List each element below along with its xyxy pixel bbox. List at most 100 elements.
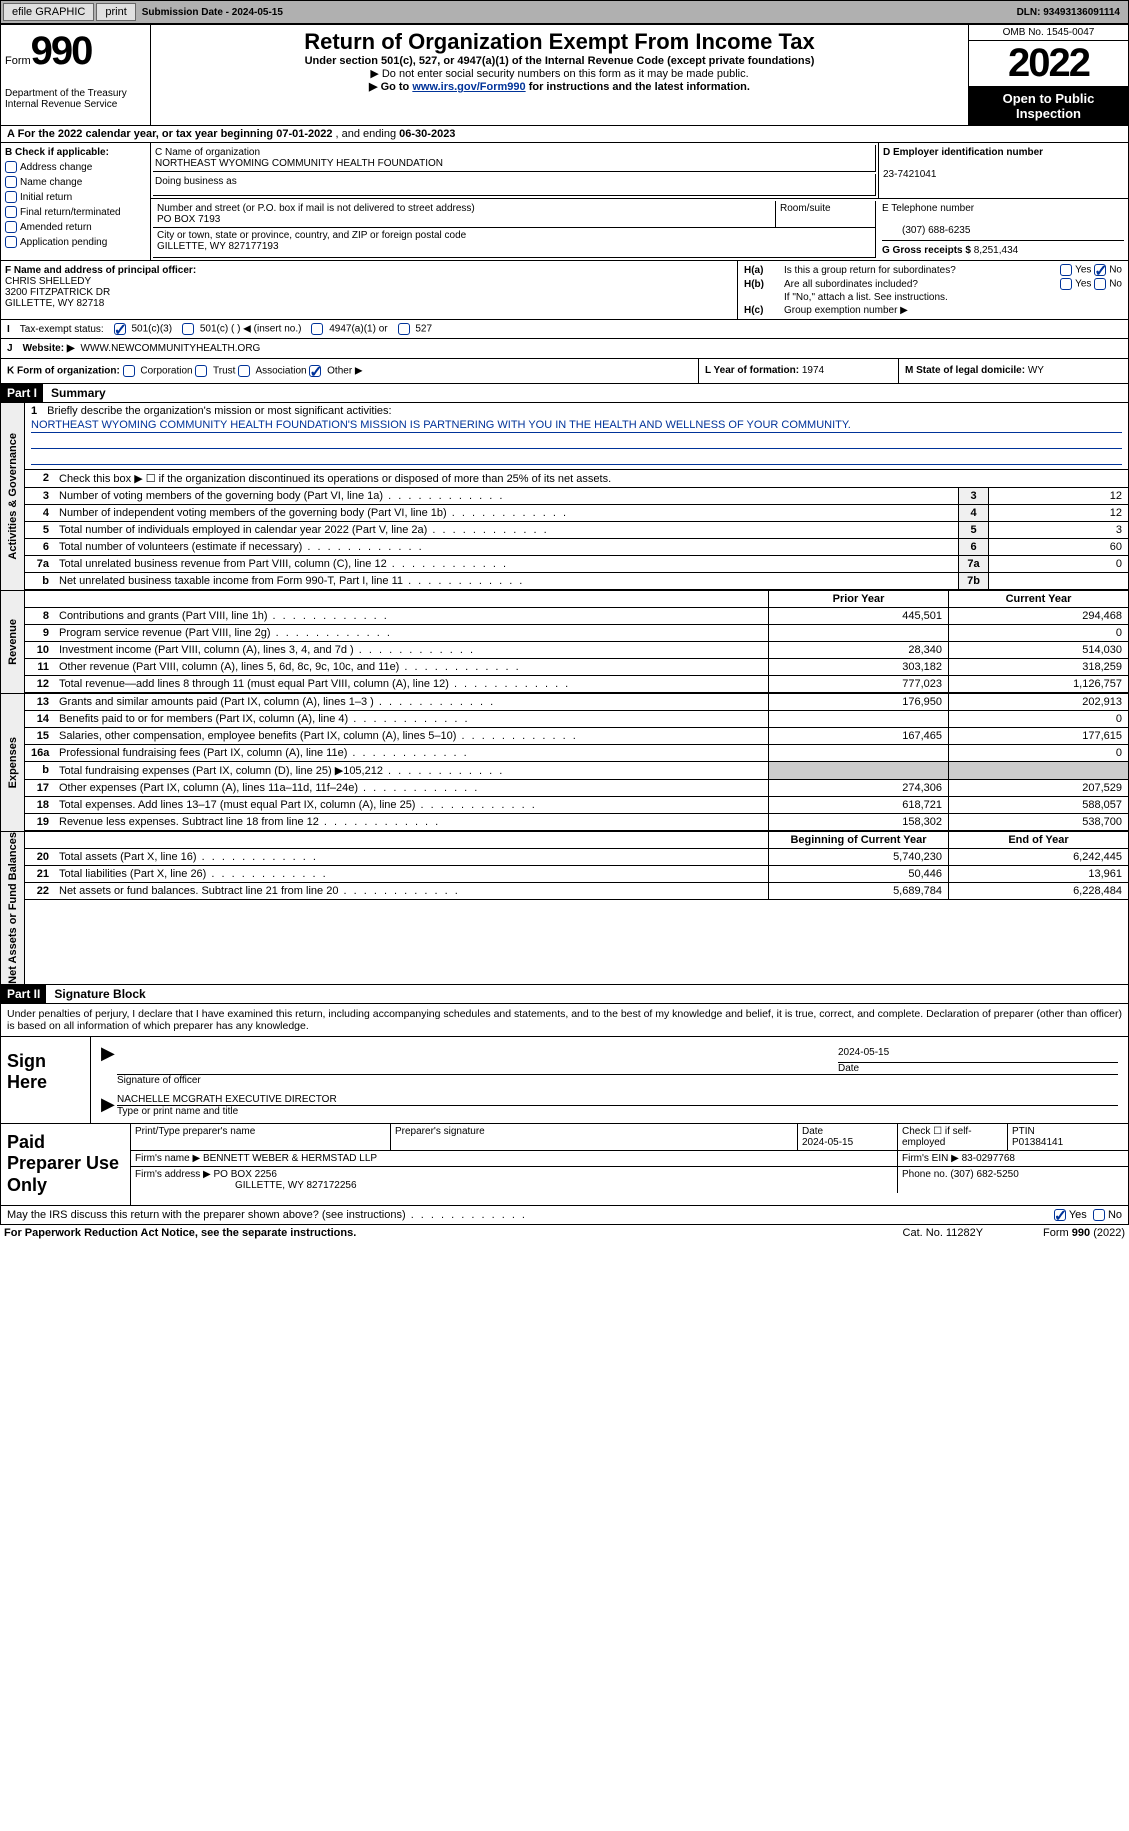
chk-ha-no[interactable] bbox=[1094, 264, 1106, 276]
firm-phone: (307) 682-5250 bbox=[950, 1169, 1018, 1180]
vtab-netassets: Net Assets or Fund Balances bbox=[7, 832, 19, 984]
h-c-label: H(c) bbox=[744, 305, 784, 316]
tel-value: (307) 688-6235 bbox=[902, 225, 970, 236]
chk-501c[interactable] bbox=[182, 323, 194, 335]
h-a-text: Is this a group return for subordinates? bbox=[784, 265, 1060, 276]
vtab-revenue: Revenue bbox=[7, 619, 19, 665]
line-4-desc: Number of independent voting members of … bbox=[55, 505, 958, 521]
table-row: 11Other revenue (Part VIII, column (A), … bbox=[25, 659, 1128, 676]
chk-address-change[interactable] bbox=[5, 161, 17, 173]
line-5-val: 3 bbox=[988, 522, 1128, 538]
activities-governance-section: Activities & Governance 1Briefly describ… bbox=[0, 403, 1129, 591]
sign-date: 2024-05-15 bbox=[838, 1047, 1118, 1063]
officer-signature-line[interactable] bbox=[117, 1047, 838, 1074]
line-7a-val: 0 bbox=[988, 556, 1128, 572]
chk-assoc[interactable] bbox=[238, 365, 250, 377]
revenue-section: Revenue Prior YearCurrent Year 8Contribu… bbox=[0, 591, 1129, 694]
part-ii-header: Part IISignature Block bbox=[0, 985, 1129, 1004]
irs-link[interactable]: www.irs.gov/Form990 bbox=[412, 81, 525, 93]
current-year-header: Current Year bbox=[948, 591, 1128, 607]
firm-addr1: PO BOX 2256 bbox=[214, 1169, 277, 1180]
line-7b-desc: Net unrelated business taxable income fr… bbox=[55, 573, 958, 589]
top-toolbar: efile GRAPHIC print Submission Date - 20… bbox=[0, 0, 1129, 24]
h-b-label: H(b) bbox=[744, 279, 784, 290]
room-label: Room/suite bbox=[780, 203, 831, 214]
city-label: City or town, state or province, country… bbox=[157, 230, 466, 241]
officer-printed-name: NACHELLE MCGRATH EXECUTIVE DIRECTOR bbox=[117, 1094, 1118, 1106]
expenses-section: Expenses 13Grants and similar amounts pa… bbox=[0, 694, 1129, 832]
form-header: Form990 Department of the Treasury Inter… bbox=[0, 24, 1129, 126]
chk-hb-yes[interactable] bbox=[1060, 278, 1072, 290]
org-name: NORTHEAST WYOMING COMMUNITY HEALTH FOUND… bbox=[155, 158, 443, 169]
chk-initial-return[interactable] bbox=[5, 191, 17, 203]
ein-value: 23-7421041 bbox=[883, 169, 936, 180]
form-word: Form bbox=[5, 55, 31, 67]
c-name-label: C Name of organization bbox=[155, 147, 260, 158]
form-title: Return of Organization Exempt From Incom… bbox=[159, 29, 960, 55]
table-row: 17Other expenses (Part IX, column (A), l… bbox=[25, 780, 1128, 797]
website-url: WWW.NEWCOMMUNITYHEALTH.ORG bbox=[81, 343, 261, 354]
prep-date: 2024-05-15 bbox=[802, 1137, 853, 1148]
h-a-label: H(a) bbox=[744, 265, 784, 276]
gross-label: G Gross receipts $ bbox=[882, 245, 974, 256]
chk-501c3[interactable] bbox=[114, 323, 126, 335]
chk-final-return[interactable] bbox=[5, 206, 17, 218]
discuss-row: May the IRS discuss this return with the… bbox=[0, 1206, 1129, 1225]
chk-name-change[interactable] bbox=[5, 176, 17, 188]
table-row: 10Investment income (Part VIII, column (… bbox=[25, 642, 1128, 659]
chk-527[interactable] bbox=[398, 323, 410, 335]
footer: For Paperwork Reduction Act Notice, see … bbox=[0, 1225, 1129, 1241]
col-b-checkboxes: B Check if applicable: Address change Na… bbox=[1, 143, 151, 260]
chk-trust[interactable] bbox=[195, 365, 207, 377]
row-klm: K Form of organization: Corporation Trus… bbox=[0, 359, 1129, 384]
self-employed-check[interactable]: Check ☐ if self-employed bbox=[902, 1126, 972, 1148]
line-5-desc: Total number of individuals employed in … bbox=[55, 522, 958, 538]
line-7a-desc: Total unrelated business revenue from Pa… bbox=[55, 556, 958, 572]
end-year-header: End of Year bbox=[948, 832, 1128, 848]
firm-addr2: GILLETTE, WY 827172256 bbox=[235, 1180, 357, 1191]
chk-discuss-yes[interactable] bbox=[1054, 1209, 1066, 1221]
table-row: 16aProfessional fundraising fees (Part I… bbox=[25, 745, 1128, 762]
mission-text: NORTHEAST WYOMING COMMUNITY HEALTH FOUND… bbox=[31, 419, 1122, 433]
chk-discuss-no[interactable] bbox=[1093, 1209, 1105, 1221]
line-3-val: 12 bbox=[988, 488, 1128, 504]
h-c-text: Group exemption number ▶ bbox=[784, 305, 1122, 316]
sign-here-block: Sign Here ▶ 2024-05-15Date Signature of … bbox=[0, 1037, 1129, 1124]
chk-4947[interactable] bbox=[311, 323, 323, 335]
declaration-text: Under penalties of perjury, I declare th… bbox=[0, 1004, 1129, 1037]
mission-label: Briefly describe the organization's miss… bbox=[47, 405, 391, 417]
line-2-desc: Check this box ▶ ☐ if the organization d… bbox=[55, 470, 1128, 487]
table-row: 8Contributions and grants (Part VIII, li… bbox=[25, 608, 1128, 625]
chk-ha-yes[interactable] bbox=[1060, 264, 1072, 276]
gross-value: 8,251,434 bbox=[974, 245, 1019, 256]
firm-name: BENNETT WEBER & HERMSTAD LLP bbox=[203, 1153, 377, 1164]
chk-corp[interactable] bbox=[123, 365, 135, 377]
firm-ein: 83-0297768 bbox=[962, 1153, 1015, 1164]
table-row: 12Total revenue—add lines 8 through 11 (… bbox=[25, 676, 1128, 693]
table-row: 20Total assets (Part X, line 16)5,740,23… bbox=[25, 849, 1128, 866]
table-row: 13Grants and similar amounts paid (Part … bbox=[25, 694, 1128, 711]
efile-button[interactable]: efile GRAPHIC bbox=[3, 3, 94, 21]
ptin-value: P01384141 bbox=[1012, 1137, 1063, 1148]
table-row: 15Salaries, other compensation, employee… bbox=[25, 728, 1128, 745]
row-a-tax-year: A For the 2022 calendar year, or tax yea… bbox=[0, 126, 1129, 143]
dba-label: Doing business as bbox=[155, 176, 237, 187]
street-value: PO BOX 7193 bbox=[157, 214, 220, 225]
line-6-val: 60 bbox=[988, 539, 1128, 555]
chk-other[interactable] bbox=[309, 365, 321, 377]
chk-application-pending[interactable] bbox=[5, 236, 17, 248]
form-subtitle: Under section 501(c), 527, or 4947(a)(1)… bbox=[159, 55, 960, 67]
line-6-desc: Total number of volunteers (estimate if … bbox=[55, 539, 958, 555]
row-j-website: J Website: ▶ WWW.NEWCOMMUNITYHEALTH.ORG bbox=[0, 339, 1129, 359]
h-b-note: If "No," attach a list. See instructions… bbox=[784, 292, 1122, 303]
print-button[interactable]: print bbox=[96, 3, 135, 21]
chk-amended-return[interactable] bbox=[5, 221, 17, 233]
table-row: 18Total expenses. Add lines 13–17 (must … bbox=[25, 797, 1128, 814]
sign-here-label: Sign Here bbox=[1, 1037, 91, 1123]
tax-year: 2022 bbox=[969, 41, 1128, 87]
section-f-h: F Name and address of principal officer:… bbox=[0, 261, 1129, 320]
submission-date-label: Submission Date - 2024-05-15 bbox=[142, 7, 283, 18]
line-7b-val bbox=[988, 573, 1128, 589]
street-label: Number and street (or P.O. box if mail i… bbox=[157, 203, 475, 214]
section-b-to-g: B Check if applicable: Address change Na… bbox=[0, 143, 1129, 261]
